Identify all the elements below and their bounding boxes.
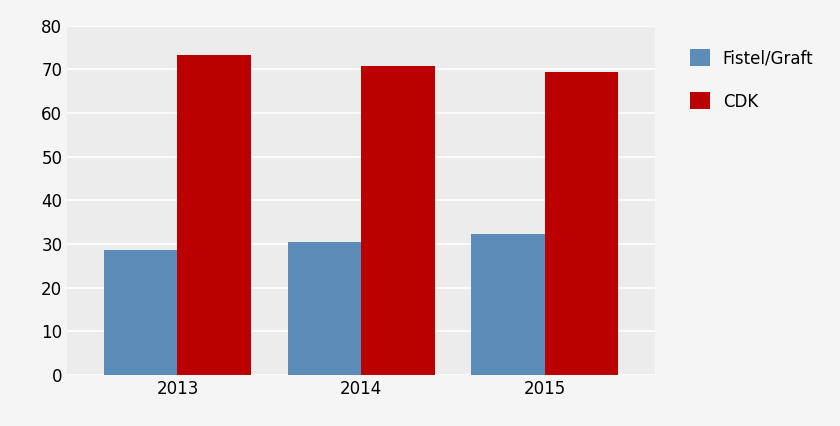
Bar [177,55,251,375]
Bar [361,66,435,375]
Bar [471,234,545,375]
Bar [104,250,177,375]
Bar [287,242,361,375]
Bar [545,72,618,375]
Legend: Fistel/Graft, CDK: Fistel/Graft, CDK [681,41,822,119]
